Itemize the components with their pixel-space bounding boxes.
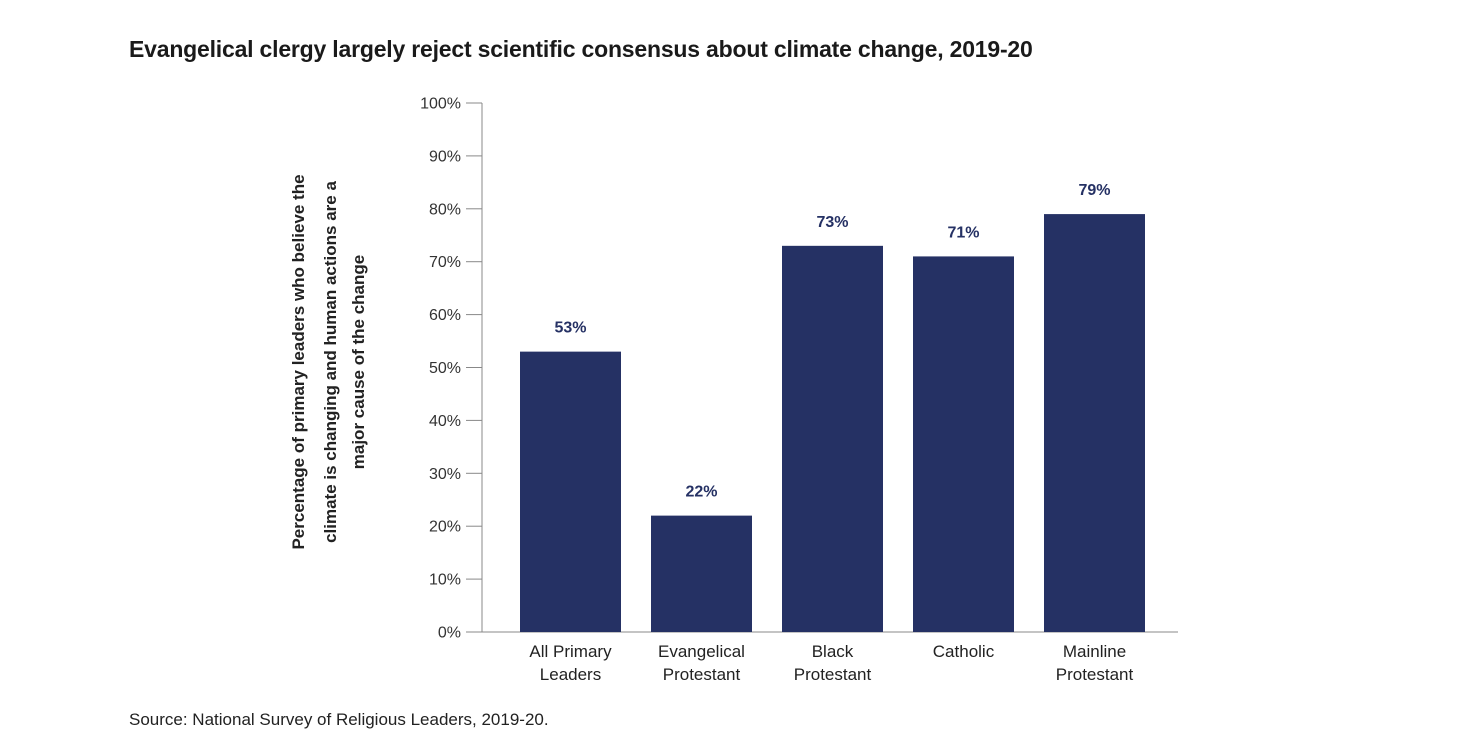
y-tick-label: 40% [429, 413, 461, 430]
y-tick-label: 30% [429, 466, 461, 483]
bar [782, 245, 883, 632]
bar [1044, 214, 1145, 632]
x-category-label: Evangelical Protestant [658, 642, 745, 684]
x-category-label: Mainline Protestant [1056, 642, 1134, 684]
x-category-label: Black Protestant [794, 642, 872, 684]
data-label: 71% [947, 224, 979, 241]
y-axis-label-line: Percentage of primary leaders who believ… [289, 174, 308, 549]
bars [520, 214, 1145, 632]
y-axis-label-line: major cause of the change [349, 255, 368, 469]
y-tick-label: 0% [438, 625, 461, 642]
bar [651, 515, 752, 632]
x-category-label: All Primary Leaders [529, 642, 612, 684]
y-axis-label-line: climate is changing and human actions ar… [321, 181, 340, 543]
y-tick-label: 70% [429, 254, 461, 271]
chart-title: Evangelical clergy largely reject scient… [129, 36, 1033, 62]
data-label: 53% [554, 320, 586, 337]
y-tick-label: 20% [429, 519, 461, 536]
y-tick-label: 50% [429, 360, 461, 377]
x-category-label: Catholic [933, 642, 995, 661]
y-tick-label: 90% [429, 148, 461, 165]
y-tick-label: 80% [429, 201, 461, 218]
data-labels: 53% 22% 73% 71% 79% [554, 182, 1110, 501]
y-ticks: 0% 10% 20% 30% 40% 50% 60% 70% 80% 90% 100% [420, 96, 482, 642]
source-note: Source: National Survey of Religious Lea… [129, 710, 549, 729]
y-tick-label: 100% [420, 96, 461, 113]
bar [520, 351, 621, 632]
x-category-labels: All Primary Leaders Evangelical Protestant B… [529, 642, 1133, 684]
data-label: 22% [685, 484, 717, 501]
data-label: 73% [816, 214, 848, 231]
data-label: 79% [1078, 182, 1110, 199]
y-tick-label: 10% [429, 572, 461, 589]
y-axis-label: Percentage of primary leaders who believ… [289, 174, 368, 549]
y-tick-label: 60% [429, 307, 461, 324]
bar [913, 256, 1014, 632]
